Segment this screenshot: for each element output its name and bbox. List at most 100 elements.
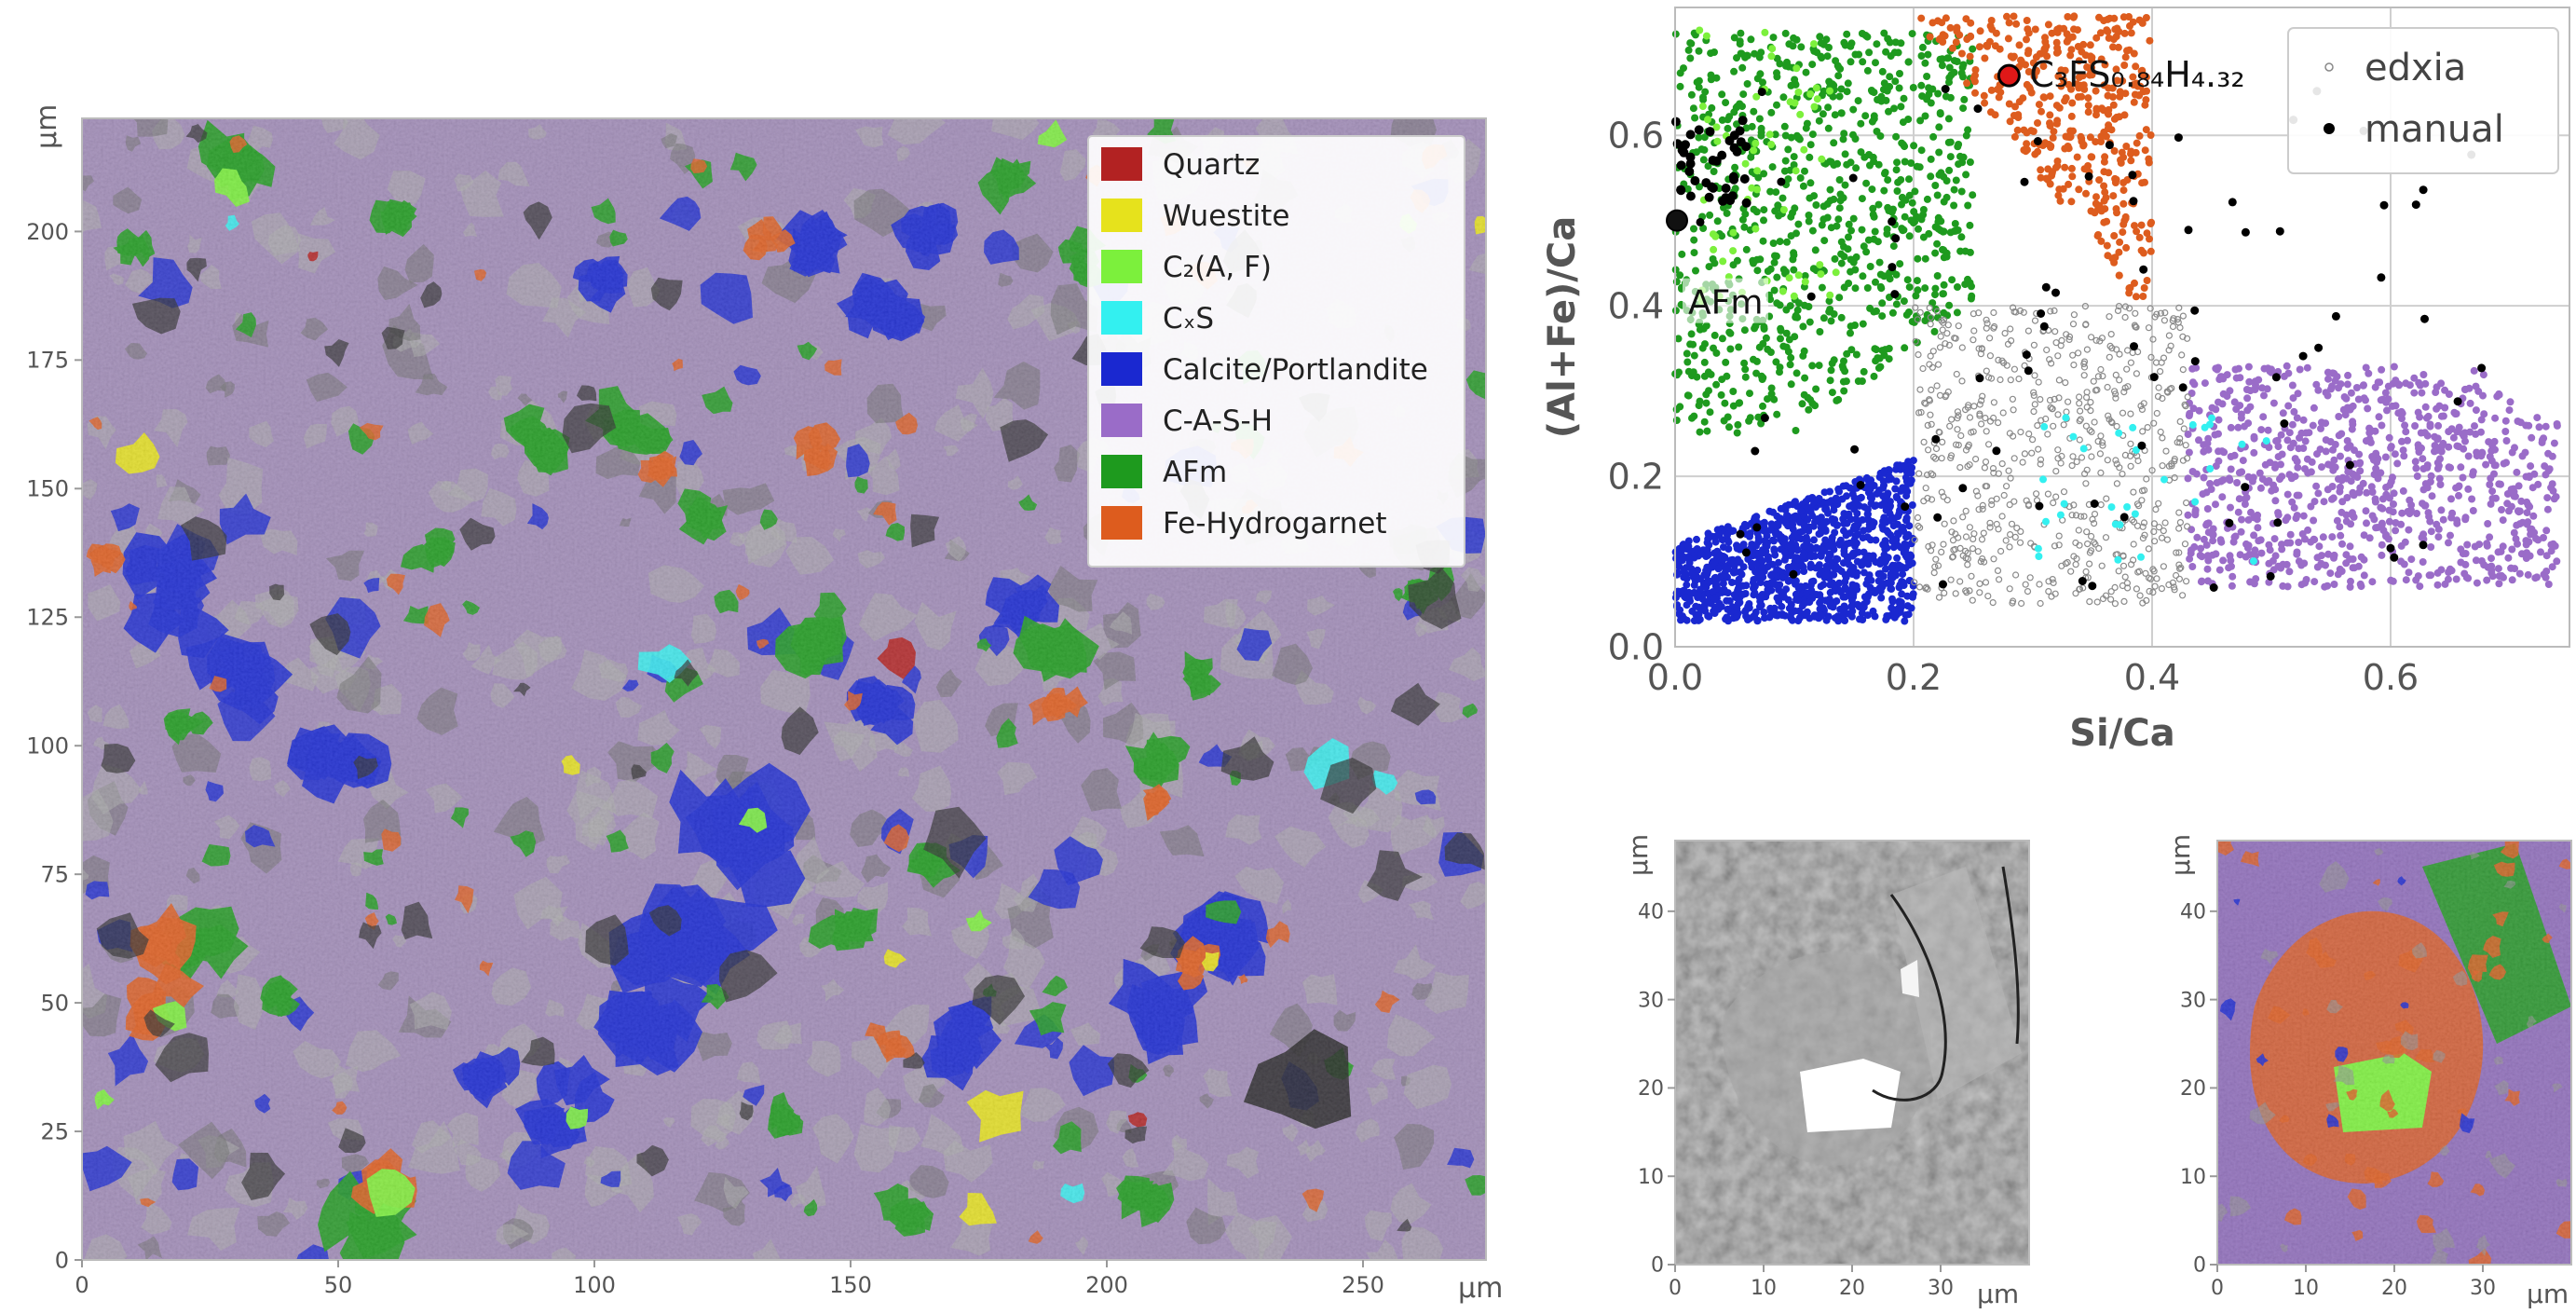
- scatter-point: [1923, 195, 1931, 203]
- scatter-point: [2188, 546, 2195, 554]
- scatter-point: [2213, 479, 2221, 486]
- scatter-point: [1745, 417, 1753, 425]
- scatter-point: [1725, 596, 1734, 605]
- scatter-point: [2103, 241, 2111, 250]
- scatter-point: [2039, 62, 2048, 71]
- scatter-point: [1759, 78, 1766, 87]
- scatter-point: [1948, 276, 1956, 284]
- scatter-point: [1690, 351, 1698, 360]
- scatter-point: [1805, 212, 1813, 219]
- scatter-point: [2087, 153, 2095, 161]
- scatter-point: [2054, 72, 2063, 80]
- scatter-point: [1682, 594, 1690, 602]
- scatter-point: [1882, 556, 1890, 565]
- scatter-point: [2387, 443, 2395, 451]
- scatter-point: [1678, 250, 1686, 258]
- scatter-point: [1881, 346, 1889, 354]
- scatter-point: [2337, 452, 2344, 460]
- scatter-point: [1837, 85, 1846, 93]
- scatter-point: [2238, 515, 2245, 524]
- scatter-point: [1767, 384, 1776, 392]
- scatter-point: [1797, 43, 1806, 51]
- scatter-point: [2019, 94, 2027, 103]
- scatter-point: [2487, 568, 2496, 577]
- scatter-point: [2119, 13, 2128, 21]
- scatter-point: [1773, 69, 1780, 77]
- scatter-point: [2319, 533, 2327, 541]
- scatter-point: [2322, 419, 2330, 428]
- scatter-point: [2145, 155, 2153, 163]
- scatter-point: [2350, 491, 2358, 500]
- scatter-point: [2374, 378, 2382, 387]
- scatter-point: [1815, 116, 1823, 125]
- scatter-point: [1810, 612, 1819, 621]
- scatter-point: [1811, 402, 1820, 410]
- scatter-point: [1813, 591, 1821, 599]
- scatter-point: [1821, 505, 1830, 513]
- scatter-point: [1781, 29, 1790, 37]
- scatter-point: [1790, 34, 1798, 42]
- scatter-point: [2258, 384, 2267, 392]
- scatter-point: [2010, 132, 2019, 141]
- scatter-point: [2246, 403, 2255, 411]
- scatter-point: [1812, 201, 1820, 209]
- scatter-point: [2375, 413, 2383, 421]
- scatter-point: [2260, 364, 2269, 373]
- scatter-point: [2301, 535, 2309, 543]
- scatter-point: [1779, 573, 1787, 582]
- scatter-point: [2521, 448, 2529, 457]
- scatter-point: [1943, 311, 1952, 320]
- scatter-point: [2109, 43, 2117, 51]
- scatter-point: [2234, 508, 2242, 516]
- scatter-point: [2191, 506, 2200, 514]
- scatter-point: [2533, 414, 2542, 422]
- scatter-point: [1921, 254, 1929, 263]
- scatter-point: [1858, 195, 1866, 203]
- scatter-point: [1870, 157, 1878, 166]
- scatter-point: [1808, 362, 1817, 370]
- scatter-point: [2526, 552, 2534, 560]
- scatter-point: [2464, 452, 2473, 460]
- scatter-point: [1731, 163, 1739, 171]
- scatter-point: [1774, 201, 1782, 210]
- scatter-point: [1742, 245, 1751, 253]
- scatter-point: [2113, 24, 2121, 33]
- scatter-point: [1926, 33, 1934, 41]
- scatter-point: [1912, 292, 1920, 300]
- scatter-point: [1787, 353, 1795, 362]
- scatter-point: [2283, 490, 2292, 499]
- scatter-point: [2435, 474, 2444, 483]
- legend-box: [1087, 135, 1465, 568]
- scatter-point: [1746, 390, 1753, 398]
- scatter-point: [1888, 208, 1896, 216]
- scatter-point: [2307, 468, 2315, 476]
- scatter-point: [2310, 516, 2318, 525]
- scatter-point: [2097, 55, 2106, 63]
- scatter-point: [1847, 255, 1855, 264]
- scatter-point: [1857, 119, 1865, 128]
- scatter-point: [2271, 463, 2279, 472]
- scatter-point: [2487, 500, 2495, 508]
- scatter-point: [1815, 362, 1823, 370]
- scatter-point: [1735, 343, 1743, 351]
- scatter-point: [2550, 439, 2558, 447]
- scatter-point: [1903, 276, 1912, 284]
- scatter-point: [2004, 34, 2012, 43]
- scatter-point: [1769, 508, 1778, 516]
- scatter-point: [1879, 484, 1888, 492]
- scatter-point: [2433, 446, 2441, 455]
- scatter-point: [1747, 35, 1755, 44]
- scatter-point: [2363, 519, 2370, 527]
- scatter-point: [2504, 554, 2513, 562]
- scatter-point: [2114, 43, 2122, 51]
- scatter-point: [2203, 505, 2212, 513]
- scatter-point: [2057, 66, 2065, 75]
- scatter-point: [1799, 182, 1807, 190]
- scatter-point: [1845, 233, 1852, 241]
- scatter-point: [1711, 331, 1719, 339]
- scatter-point: [1914, 286, 1922, 294]
- scatter-point: [2305, 429, 2313, 437]
- scatter-point: [2383, 406, 2391, 415]
